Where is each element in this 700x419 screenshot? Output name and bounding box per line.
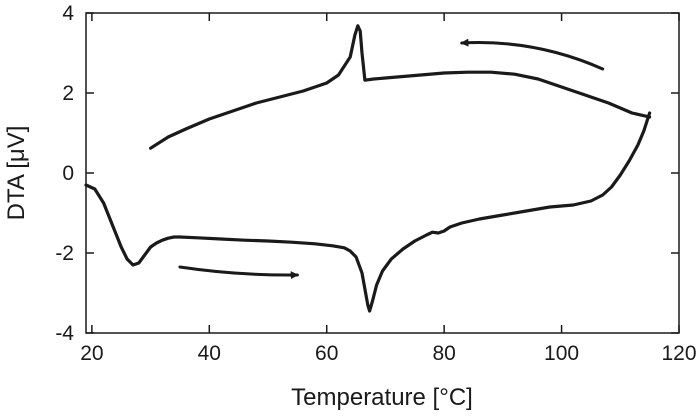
series-cooling-line [149,24,652,150]
axis-tick-labels: 20 40 60 80 100 120 -4 -2 0 2 4 [55,2,696,365]
arrow-heating [178,265,299,280]
y-axis-label: DTA [μV] [3,126,30,221]
annotation-layer [178,38,605,280]
x-tick-label-60: 60 [315,342,338,365]
x-axis-label: Temperature [°C] [291,384,473,411]
x-tick-label-40: 40 [198,342,221,365]
y-tick-label-2: 2 [62,82,74,105]
x-tick-label-80: 80 [432,342,455,365]
y-tick-label-0: 0 [62,162,74,185]
series-layer [84,24,652,313]
plot-frame [85,12,680,334]
y-tick-label-4: 4 [62,2,74,25]
x-tick-label-100: 100 [544,342,579,365]
y-tick-label--2: -2 [55,242,74,265]
x-tick-label-20: 20 [80,342,103,365]
x-tick-label-120: 120 [661,342,696,365]
axis-ticks [86,12,680,334]
arrow-cooling [460,38,605,71]
y-tick-label--4: -4 [55,322,74,345]
series-heating-line [84,111,652,313]
